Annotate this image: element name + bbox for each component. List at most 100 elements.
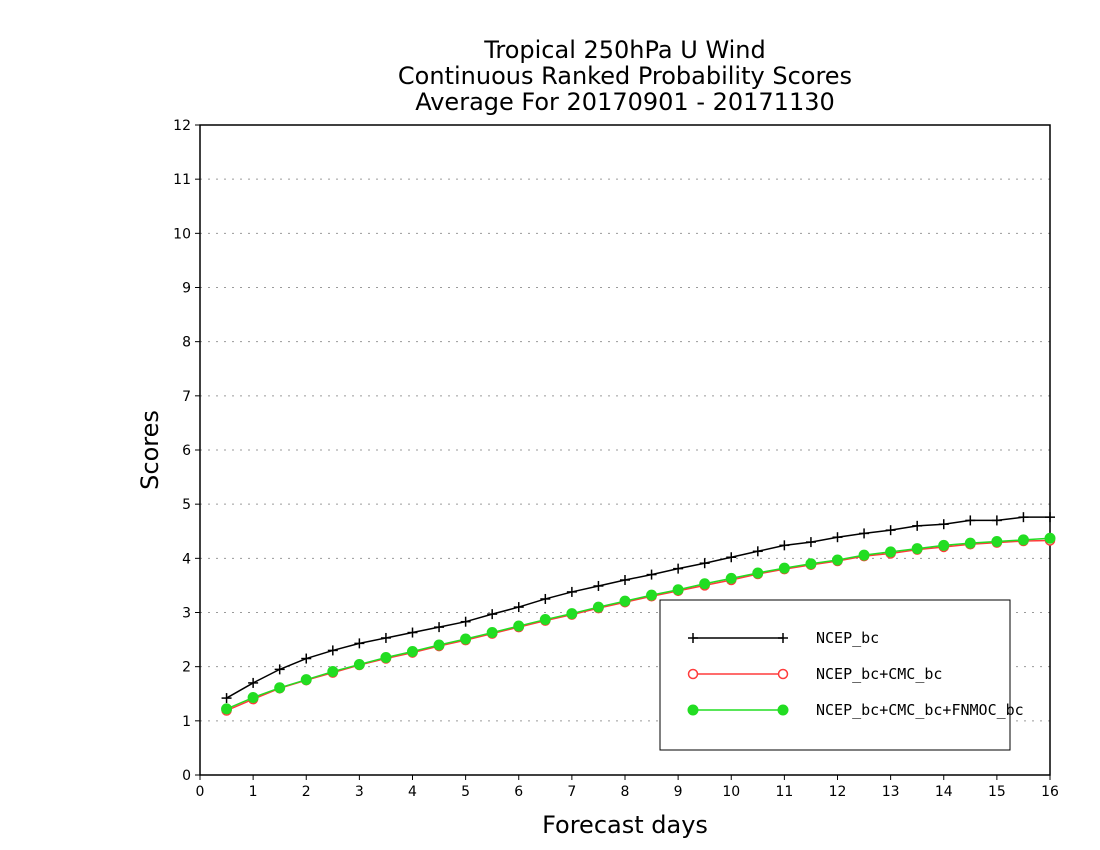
chart-title-line: Tropical 250hPa U Wind	[483, 36, 766, 64]
data-point	[460, 616, 471, 627]
legend-marker	[687, 704, 699, 716]
data-point	[380, 632, 391, 643]
data-point	[859, 528, 870, 539]
data-point	[221, 693, 232, 704]
y-tick-label: 11	[173, 172, 191, 188]
y-tick-label: 7	[182, 389, 191, 405]
data-point	[964, 537, 976, 549]
data-point	[487, 609, 498, 620]
data-point	[433, 639, 445, 651]
data-point	[274, 664, 285, 675]
x-tick-label: 15	[988, 784, 1006, 800]
data-point	[327, 666, 339, 678]
data-point	[513, 620, 525, 632]
data-point	[779, 540, 790, 551]
data-point	[619, 595, 631, 607]
data-point	[327, 645, 338, 656]
data-point	[300, 674, 312, 686]
data-point	[513, 602, 524, 613]
y-tick-label: 12	[173, 118, 191, 134]
x-tick-label: 8	[621, 784, 630, 800]
y-axis-label: Scores	[136, 410, 164, 490]
y-tick-label: 9	[182, 281, 191, 297]
x-tick-label: 6	[514, 784, 523, 800]
x-tick-label: 16	[1041, 784, 1059, 800]
data-point	[566, 608, 578, 620]
y-tick-label: 8	[182, 335, 191, 351]
series-2	[221, 532, 1056, 715]
data-point	[540, 593, 551, 604]
x-tick-label: 9	[674, 784, 683, 800]
legend-marker	[778, 633, 788, 643]
data-point	[221, 703, 233, 715]
y-tick-label: 4	[182, 551, 191, 567]
x-tick-label: 14	[935, 784, 953, 800]
data-point	[938, 519, 949, 530]
data-point	[434, 622, 445, 633]
y-tick-label: 10	[173, 226, 191, 242]
data-point	[699, 578, 711, 590]
data-point	[407, 627, 418, 638]
series-group	[221, 512, 1056, 716]
data-point	[592, 601, 604, 613]
data-point	[646, 569, 657, 580]
chart-title-line: Average For 20170901 - 20171130	[415, 88, 835, 116]
data-point	[1018, 512, 1029, 523]
data-point	[805, 558, 817, 570]
data-point	[832, 532, 843, 543]
series-0	[221, 512, 1055, 704]
x-tick-label: 3	[355, 784, 364, 800]
data-point	[752, 567, 764, 579]
data-point	[672, 584, 684, 596]
data-point	[539, 614, 551, 626]
data-point	[912, 520, 923, 531]
legend: NCEP_bc NCEP_bc+CMC_bc NCEP_bc+CMC_bc+FNMO…	[659, 599, 1024, 751]
data-point	[885, 525, 896, 536]
data-point	[247, 692, 259, 704]
chart-title-line: Continuous Ranked Probability Scores	[398, 62, 852, 90]
legend-marker	[688, 633, 698, 643]
legend-entry: NCEP_bc	[688, 629, 879, 647]
x-tick-label: 11	[775, 784, 793, 800]
legend-entry: NCEP_bc+CMC_bc	[687, 665, 942, 683]
x-tick-label: 0	[196, 784, 205, 800]
legend-marker	[777, 668, 789, 680]
data-point	[380, 651, 392, 663]
data-point	[1017, 534, 1029, 546]
x-axis-label: Forecast days	[542, 811, 708, 839]
x-tick-label: 5	[461, 784, 470, 800]
data-point	[486, 627, 498, 639]
y-tick-label: 6	[182, 443, 191, 459]
x-tick-label: 13	[882, 784, 900, 800]
data-point	[593, 580, 604, 591]
legend-entry: NCEP_bc+CMC_bc+FNMOC_bc	[687, 701, 1024, 719]
data-point	[1044, 532, 1056, 544]
data-point	[248, 677, 259, 688]
x-tick-label: 1	[249, 784, 258, 800]
data-point	[726, 552, 737, 563]
legend-box	[659, 599, 1011, 751]
data-point	[885, 546, 897, 558]
data-point	[752, 546, 763, 557]
legend-marker	[687, 668, 699, 680]
data-point	[911, 543, 923, 555]
data-point	[460, 633, 472, 645]
y-tick-label: 3	[182, 606, 191, 622]
data-point	[805, 537, 816, 548]
data-point	[301, 653, 312, 664]
data-point	[991, 515, 1002, 526]
data-point	[673, 563, 684, 574]
y-tick-label: 1	[182, 714, 191, 730]
x-tick-label: 10	[722, 784, 740, 800]
data-point	[832, 554, 843, 566]
data-point	[407, 646, 418, 657]
gridlines	[200, 178, 1050, 722]
legend-marker	[777, 704, 789, 716]
legend-label: NCEP_bc+CMC_bc	[816, 665, 942, 683]
data-point	[274, 682, 286, 694]
data-point	[354, 638, 365, 649]
data-point	[699, 558, 710, 569]
